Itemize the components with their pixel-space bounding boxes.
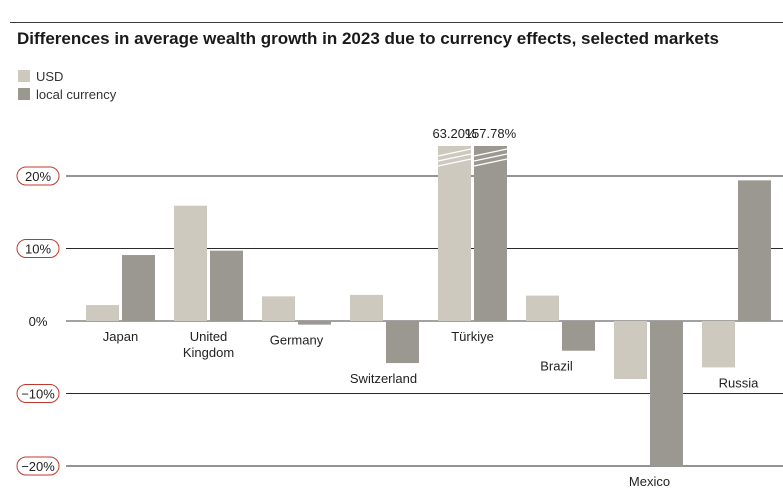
legend-label-local-currency: local currency — [36, 86, 117, 102]
legend-label-usd: USD — [36, 68, 64, 84]
category-label-6-0: Mexico — [629, 474, 670, 489]
bar-break-mark — [437, 153, 472, 162]
legend-swatch-usd — [18, 70, 30, 82]
tick-label-pill-4 — [16, 456, 60, 476]
data-label-0: 63.20% — [432, 126, 477, 141]
chart-title: Differences in average wealth growth in … — [17, 29, 719, 48]
bar-germany-usd — [262, 296, 295, 321]
category-label-5-0: Brazil — [540, 359, 573, 374]
top-rule — [10, 22, 783, 23]
category-label-7-0: Russia — [719, 375, 760, 390]
tick-label-pill-3 — [16, 384, 60, 403]
y-tick-label-1: 10% — [25, 242, 51, 257]
category-label-1-1: Kingdom — [183, 345, 234, 360]
bar-brazil-local-currency — [562, 321, 595, 351]
bar-switzerland-usd — [350, 294, 383, 321]
y-tick-label-3: −10% — [21, 387, 55, 402]
category-label-4-0: Türkiye — [451, 329, 494, 344]
legend-item-usd: USD — [18, 67, 116, 85]
bar-united-kingdom-local-currency — [210, 250, 243, 321]
category-label-3-0: Switzerland — [350, 371, 417, 386]
legend-swatch-local-currency — [18, 88, 30, 100]
bar-switzerland-local-currency — [386, 321, 419, 364]
bar-united-kingdom-usd — [174, 205, 207, 321]
bar-mexico-local-currency — [650, 321, 683, 466]
bar-russia-usd — [702, 321, 735, 368]
legend-item-local-currency: local currency — [18, 85, 116, 103]
legend: USD local currency — [18, 67, 116, 103]
data-label-1: 157.78% — [465, 126, 517, 141]
bar-japan-usd — [86, 305, 119, 321]
bar-break-mark — [473, 153, 508, 162]
y-tick-label-2: 0% — [29, 314, 48, 329]
bar-russia-local-currency — [738, 180, 771, 321]
bar-break-mark — [473, 158, 508, 167]
bar-japan-local-currency — [122, 255, 155, 321]
category-label-2-0: Germany — [270, 333, 324, 348]
bar-mexico-usd — [614, 321, 647, 379]
tick-label-pill-1 — [16, 239, 60, 258]
bar-t-rkiye-local-currency — [474, 146, 507, 321]
category-label-1-0: United — [190, 329, 228, 344]
bar-break-mark — [437, 148, 472, 157]
bar-break-mark — [437, 158, 472, 167]
y-tick-label-0: 20% — [25, 169, 51, 184]
y-tick-label-4: −20% — [21, 459, 55, 474]
bar-germany-local-currency — [298, 321, 331, 325]
bar-break-mark — [473, 148, 508, 157]
category-label-0-0: Japan — [103, 329, 138, 344]
tick-label-pill-0 — [16, 166, 60, 186]
bar-t-rkiye-usd — [438, 146, 471, 321]
bar-brazil-usd — [526, 295, 559, 321]
